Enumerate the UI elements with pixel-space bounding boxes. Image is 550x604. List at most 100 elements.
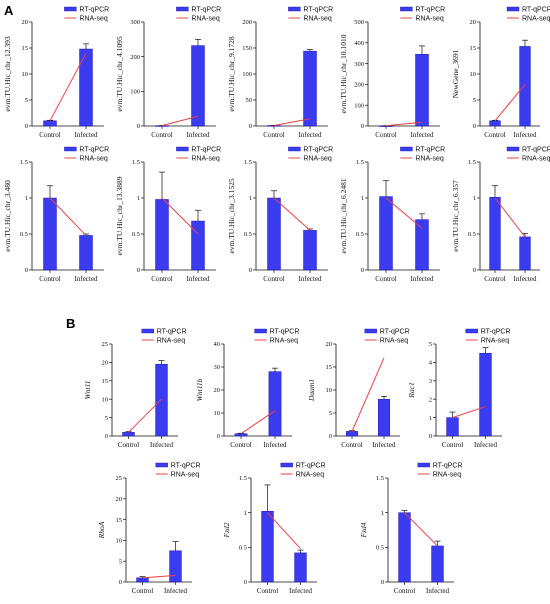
legend-label-rna-seq: RNA-seq: [380, 338, 409, 345]
series-line-rna-seq: [161, 197, 199, 235]
y-tick-label: 1.5: [20, 159, 28, 166]
series-line-rna-seq: [351, 357, 385, 432]
x-tick-label: Control: [263, 275, 284, 283]
y-tick-label: 30: [214, 364, 221, 371]
y-tick-label: 0: [361, 123, 364, 130]
y-tick-label: 2: [429, 396, 432, 403]
bar: [377, 398, 391, 437]
series-line-rna-seq: [452, 406, 486, 419]
legend-label-rna-seq: RNA-seq: [415, 156, 444, 163]
y-tick-label: 50: [246, 97, 253, 104]
y-tick-label: 20: [116, 496, 123, 503]
y-tick-label: 5: [473, 97, 476, 104]
series-line-rna-seq: [142, 574, 176, 579]
bar: [489, 120, 501, 127]
chart-5: 0 5 10 15 20 Control Infected NewGene_3691 RT-qP…: [451, 7, 550, 140]
y-tick-label: 0: [244, 579, 247, 586]
bar: [261, 511, 274, 583]
y-axis-label: evm.TU.Hic_chr_12.393: [3, 36, 12, 111]
y-tick-label: 300: [130, 19, 140, 26]
y-tick-label: 1.5: [468, 159, 476, 166]
x-tick-label: Control: [263, 131, 284, 139]
panel-label-b: B: [66, 316, 75, 331]
legend-label-rt-qpcr: RT-qPCR: [481, 329, 511, 336]
x-tick-label: Infected: [264, 441, 287, 449]
y-tick-label: 100: [354, 102, 364, 109]
y-tick-label: 1.5: [376, 475, 384, 482]
legend-label-rt-qpcr: RT-qPCR: [191, 147, 221, 154]
legend-label-rna-seq: RNA-seq: [481, 338, 510, 345]
bar: [267, 197, 281, 271]
y-axis-label: evm.TU.Hic_chr_13.3889: [115, 176, 124, 255]
y-tick-label: 1.5: [356, 159, 364, 166]
y-tick-label: 15: [102, 378, 109, 385]
legend-label-rt-qpcr: RT-qPCR: [79, 7, 109, 14]
bar: [303, 230, 317, 271]
legend-label-rna-seq: RNA-seq: [303, 156, 332, 163]
panel-label-a: A: [4, 3, 14, 18]
chart-7: 0 0.5 1 1.5 Control Infected evm.TU.Hic_chr_13…: [115, 147, 221, 284]
chart-14: 0 1 2 3 4 5 Control Infected Rac1 RT-qPCR RNA-seq: [407, 329, 511, 450]
legend-label-rt-qpcr: RT-qPCR: [415, 7, 445, 14]
legend-label-rna-seq: RNA-seq: [522, 16, 550, 23]
y-tick-label: 1: [381, 510, 384, 517]
x-tick-label: Control: [39, 131, 60, 139]
bar: [43, 120, 57, 127]
legend-swatch-bar: [400, 146, 413, 152]
x-tick-label: Control: [375, 131, 396, 139]
series-line-rna-seq: [267, 512, 301, 550]
y-tick-label: 0: [473, 267, 476, 274]
legend-label-rt-qpcr: RT-qPCR: [415, 147, 445, 154]
x-tick-label: Control: [375, 275, 396, 283]
bar: [398, 512, 411, 583]
y-tick-label: 200: [242, 19, 252, 26]
legend-label-rna-seq: RNA-seq: [191, 156, 220, 163]
legend-swatch-bar: [155, 462, 168, 468]
x-tick-label: Control: [39, 275, 60, 283]
legend-swatch-bar: [280, 462, 293, 468]
bar: [431, 545, 444, 583]
y-axis-label: NewGene_3691: [451, 49, 460, 98]
legend-swatch-bar: [288, 146, 301, 152]
legend-label-rt-qpcr: RT-qPCR: [433, 463, 463, 470]
chart-3: 0 50 100 150 200 Control Infected evm.TU.Hic_ch…: [227, 7, 333, 140]
legend-swatch-bar: [288, 6, 301, 12]
y-tick-label: 3: [429, 378, 432, 385]
x-tick-label: Control: [118, 441, 139, 449]
chart-12: 0 10 20 30 40 Control Infected Wnt11b RT-qPCR RNA…: [195, 329, 299, 450]
y-tick-label: 400: [354, 40, 364, 47]
legend-label-rna-seq: RNA-seq: [415, 16, 444, 23]
legend-label-rt-qpcr: RT-qPCR: [79, 147, 109, 154]
x-tick-label: Infected: [299, 275, 322, 283]
series-line-rna-seq: [49, 197, 87, 236]
y-tick-label: 100: [242, 71, 252, 78]
y-tick-label: 0: [137, 123, 140, 130]
y-tick-label: 15: [116, 517, 123, 524]
y-tick-label: 1: [137, 195, 140, 202]
y-tick-label: 4: [429, 360, 433, 367]
series-line-rna-seq: [385, 121, 423, 127]
legend-label-rt-qpcr: RT-qPCR: [191, 7, 221, 14]
bar: [191, 45, 205, 127]
y-tick-label: 5: [329, 410, 332, 417]
chart-13: 0 5 10 15 20 Control Infected Daam1 RT-qPCR RNA-s…: [307, 329, 410, 450]
bar: [415, 53, 429, 127]
bar: [79, 235, 93, 271]
y-tick-label: 0: [25, 123, 28, 130]
legend-swatch-bar: [141, 328, 154, 334]
legend-label-rt-qpcr: RT-qPCR: [522, 147, 550, 154]
y-tick-label: 200: [130, 54, 140, 61]
bar: [294, 552, 307, 583]
x-tick-label: Control: [484, 131, 505, 139]
series-line-rna-seq: [494, 197, 526, 238]
series-line-rna-seq: [240, 410, 276, 435]
x-tick-label: Infected: [474, 441, 497, 449]
y-tick-label: 0.5: [244, 231, 252, 238]
y-tick-label: 1.5: [244, 159, 252, 166]
bar: [43, 197, 57, 271]
y-tick-label: 1: [361, 195, 364, 202]
chart-1: 0 5 10 15 20 Control Infected evm.TU.Hic_chr_12…: [3, 7, 109, 140]
bar: [303, 50, 317, 127]
